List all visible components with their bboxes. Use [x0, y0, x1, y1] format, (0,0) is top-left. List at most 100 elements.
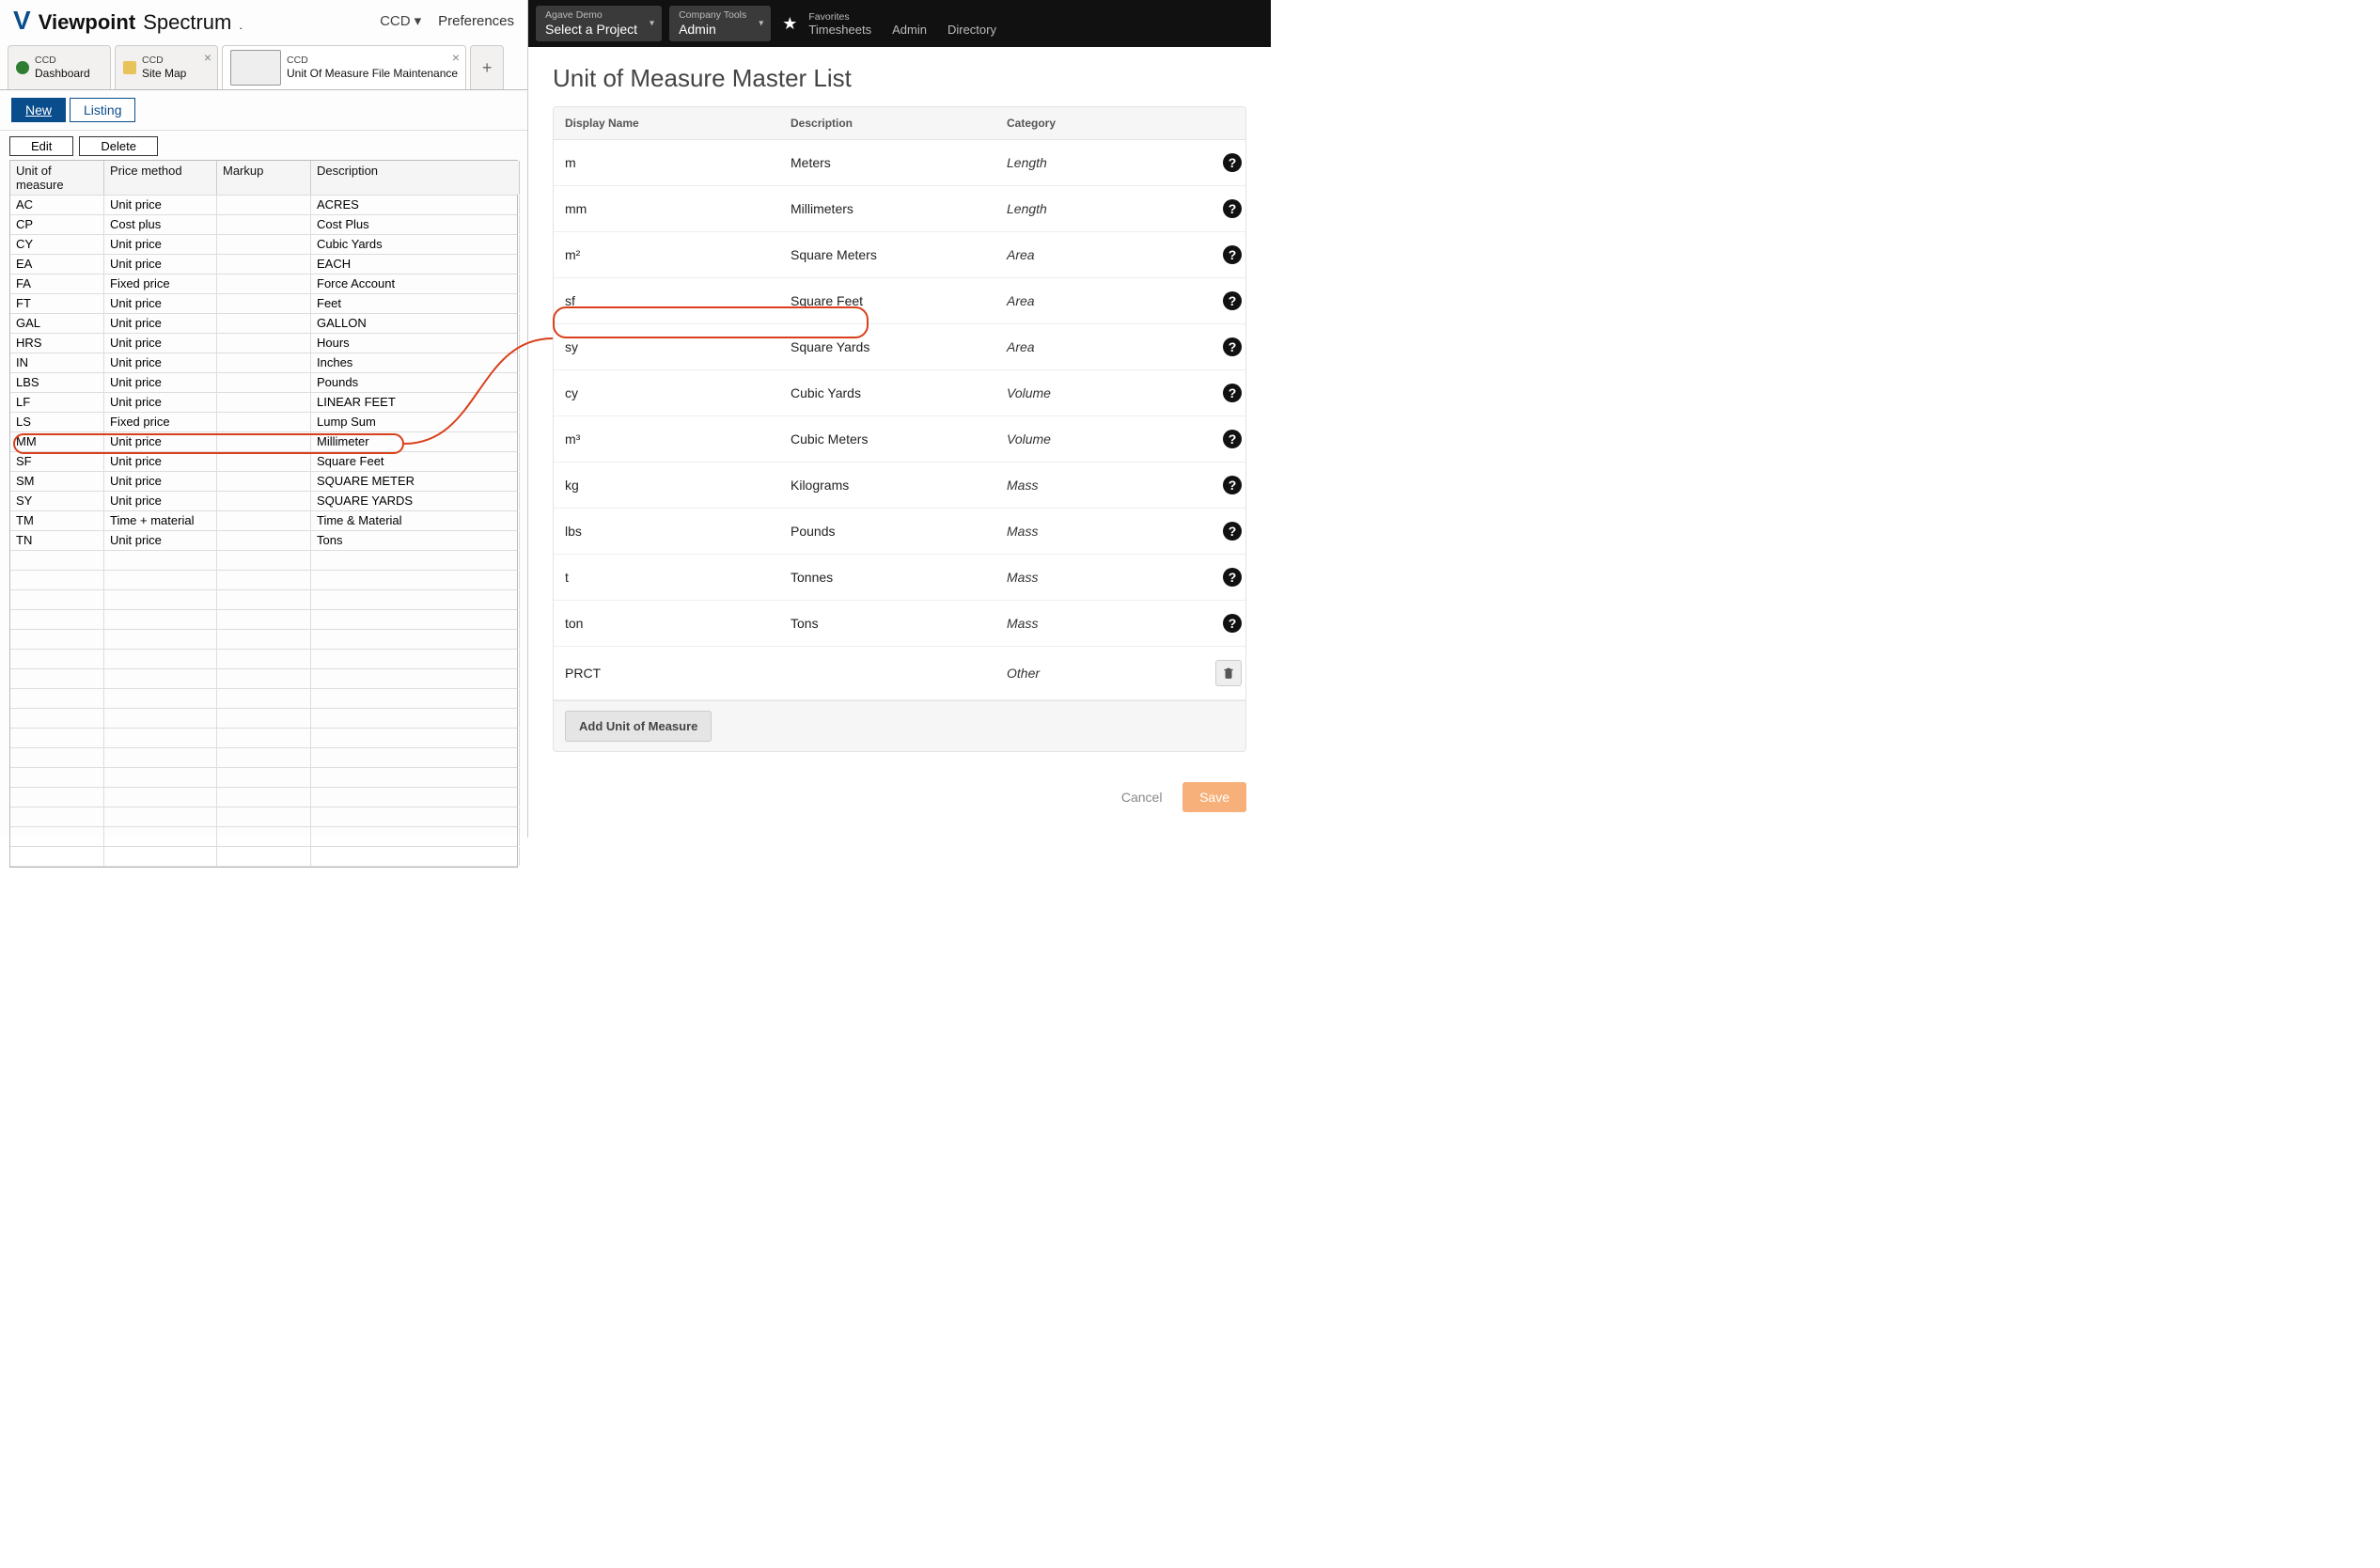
- help-icon[interactable]: ?: [1223, 384, 1242, 402]
- listing-button[interactable]: Listing: [70, 98, 135, 122]
- grid-cell: Unit price: [104, 373, 217, 392]
- master-row[interactable]: PRCTOther: [554, 647, 1245, 700]
- help-icon[interactable]: ?: [1223, 337, 1242, 356]
- help-icon[interactable]: ?: [1223, 153, 1242, 172]
- save-button[interactable]: Save: [1182, 782, 1246, 812]
- grid-cell: Unit price: [104, 196, 217, 214]
- add-unit-button[interactable]: Add Unit of Measure: [565, 711, 712, 742]
- grid-column-header[interactable]: Unit of measure: [10, 161, 104, 195]
- edit-button[interactable]: Edit: [9, 136, 73, 156]
- help-icon[interactable]: ?: [1223, 430, 1242, 448]
- master-row[interactable]: tTonnesMass?: [554, 555, 1245, 601]
- grid-row-empty: ....: [10, 689, 517, 709]
- delete-button[interactable]: Delete: [79, 136, 158, 156]
- grid-cell: HRS: [10, 334, 104, 353]
- help-icon[interactable]: ?: [1223, 199, 1242, 218]
- trash-icon[interactable]: [1215, 660, 1242, 686]
- favorite-link[interactable]: Directory: [947, 23, 996, 37]
- grid-cell: GAL: [10, 314, 104, 333]
- help-icon[interactable]: ?: [1223, 476, 1242, 494]
- grid-row[interactable]: INUnit priceInches: [10, 353, 517, 373]
- grid-row[interactable]: MMUnit priceMillimeter: [10, 432, 517, 452]
- grid-row[interactable]: CPCost plusCost Plus: [10, 215, 517, 235]
- grid-row[interactable]: FTUnit priceFeet: [10, 294, 517, 314]
- close-icon[interactable]: ×: [452, 50, 460, 65]
- grid-row-empty: ....: [10, 847, 517, 867]
- grid-row[interactable]: LSFixed priceLump Sum: [10, 413, 517, 432]
- grid-row[interactable]: TNUnit priceTons: [10, 531, 517, 551]
- grid-column-header[interactable]: Price method: [104, 161, 217, 195]
- master-row[interactable]: tonTonsMass?: [554, 601, 1245, 647]
- preferences-link[interactable]: Preferences: [438, 13, 514, 29]
- ccd-dropdown[interactable]: CCD ▾: [380, 12, 421, 29]
- favorite-link[interactable]: Admin: [892, 23, 927, 37]
- favorite-link[interactable]: Timesheets: [808, 23, 871, 37]
- master-row[interactable]: sySquare YardsArea?: [554, 324, 1245, 370]
- grid-cell: EACH: [311, 255, 520, 274]
- grid-row[interactable]: LBSUnit pricePounds: [10, 373, 517, 393]
- grid-cell: GALLON: [311, 314, 520, 333]
- grid-cell: Unit price: [104, 314, 217, 333]
- tabbar: CCDDashboardCCDSite Map×CCDUnit Of Measu…: [0, 45, 527, 90]
- description-cell: Square Meters: [779, 234, 995, 275]
- help-icon[interactable]: ?: [1223, 568, 1242, 587]
- row-action-cell: ?: [1202, 140, 1246, 185]
- grid-row[interactable]: GALUnit price GALLON: [10, 314, 517, 334]
- tab-unit-of-measure-file-maintenance[interactable]: CCDUnit Of Measure File Maintenance×: [222, 45, 466, 89]
- grid-column-header[interactable]: Markup: [217, 161, 311, 195]
- category-cell: Mass: [995, 557, 1202, 598]
- grid-row[interactable]: LFUnit priceLINEAR FEET: [10, 393, 517, 413]
- master-row[interactable]: cyCubic YardsVolume?: [554, 370, 1245, 416]
- description-cell: Pounds: [779, 510, 995, 552]
- display-name-cell: m³: [554, 418, 779, 460]
- new-tab-button[interactable]: +: [470, 45, 504, 89]
- row-action-cell: ?: [1202, 370, 1246, 416]
- star-icon[interactable]: ★: [782, 14, 797, 34]
- grid-row[interactable]: SYUnit priceSQUARE YARDS: [10, 492, 517, 511]
- help-icon[interactable]: ?: [1223, 522, 1242, 541]
- grid-cell: EA: [10, 255, 104, 274]
- row-action-cell: ?: [1202, 232, 1246, 277]
- grid-cell: [217, 255, 311, 274]
- logo-text-1: Viewpoint: [39, 10, 136, 35]
- grid-row[interactable]: TMTime + materialTime & Material: [10, 511, 517, 531]
- nav-dropdown[interactable]: Company ToolsAdmin: [669, 6, 771, 41]
- grid-cell: Lump Sum: [311, 413, 520, 431]
- grid-row[interactable]: EAUnit priceEACH: [10, 255, 517, 274]
- cancel-button[interactable]: Cancel: [1121, 790, 1163, 805]
- nav-dropdown-big: Select a Project: [545, 22, 637, 38]
- master-table-header: Display NameDescriptionCategory: [554, 107, 1245, 140]
- grid-cell: [217, 235, 311, 254]
- master-row[interactable]: m³Cubic MetersVolume?: [554, 416, 1245, 463]
- grid-cell: LS: [10, 413, 104, 431]
- close-icon[interactable]: ×: [204, 50, 211, 65]
- grid-row[interactable]: FAFixed priceForce Account: [10, 274, 517, 294]
- help-icon[interactable]: ?: [1223, 245, 1242, 264]
- help-icon[interactable]: ?: [1223, 291, 1242, 310]
- master-row[interactable]: kgKilogramsMass?: [554, 463, 1245, 509]
- tab-site-map[interactable]: CCDSite Map×: [115, 45, 218, 89]
- grid-column-header[interactable]: Description: [311, 161, 520, 195]
- master-row[interactable]: mMetersLength?: [554, 140, 1245, 186]
- grid-cell: CP: [10, 215, 104, 234]
- grid-row[interactable]: CYUnit priceCubic Yards: [10, 235, 517, 255]
- grid-row[interactable]: SFUnit priceSquare Feet: [10, 452, 517, 472]
- help-icon[interactable]: ?: [1223, 614, 1242, 633]
- master-column-header: Description: [779, 107, 995, 139]
- description-cell: Square Yards: [779, 326, 995, 368]
- grid-row[interactable]: HRSUnit priceHours: [10, 334, 517, 353]
- master-row[interactable]: m²Square MetersArea?: [554, 232, 1245, 278]
- new-button[interactable]: New: [11, 98, 66, 122]
- nav-dropdown[interactable]: Agave DemoSelect a Project: [536, 6, 662, 41]
- tab-dashboard[interactable]: CCDDashboard: [8, 45, 111, 89]
- row-action-cell: ?: [1202, 324, 1246, 369]
- master-row[interactable]: mmMillimetersLength?: [554, 186, 1245, 232]
- master-row[interactable]: lbsPoundsMass?: [554, 509, 1245, 555]
- grid-cell: Fixed price: [104, 274, 217, 293]
- grid-cell: Tons: [311, 531, 520, 550]
- grid-row[interactable]: ACUnit priceACRES: [10, 196, 517, 215]
- grid-cell: Feet: [311, 294, 520, 313]
- master-row[interactable]: sfSquare FeetArea?: [554, 278, 1245, 324]
- grid-row[interactable]: SMUnit priceSQUARE METER: [10, 472, 517, 492]
- grid-cell: Unit price: [104, 531, 217, 550]
